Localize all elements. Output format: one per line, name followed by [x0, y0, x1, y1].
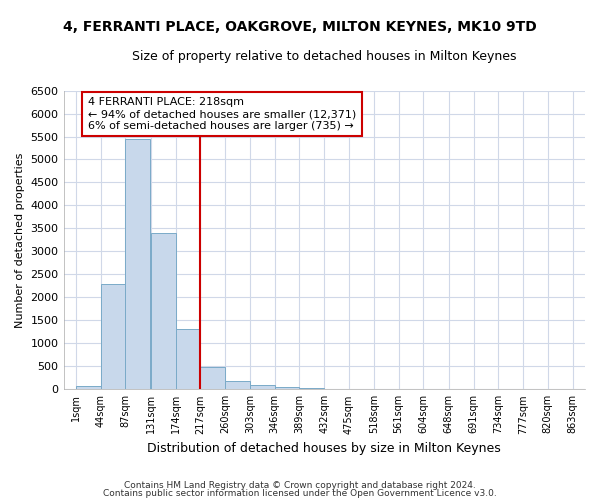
Bar: [101, 284, 125, 390]
Bar: [324, 389, 349, 390]
Bar: [176, 328, 200, 390]
Bar: [275, 387, 299, 390]
Bar: [250, 385, 275, 390]
Bar: [225, 382, 250, 390]
Bar: [151, 233, 176, 390]
Text: Contains public sector information licensed under the Open Government Licence v3: Contains public sector information licen…: [103, 488, 497, 498]
Bar: [299, 388, 324, 390]
Title: Size of property relative to detached houses in Milton Keynes: Size of property relative to detached ho…: [132, 50, 517, 63]
Text: 4, FERRANTI PLACE, OAKGROVE, MILTON KEYNES, MK10 9TD: 4, FERRANTI PLACE, OAKGROVE, MILTON KEYN…: [63, 20, 537, 34]
Bar: [125, 139, 150, 390]
Bar: [200, 367, 225, 390]
X-axis label: Distribution of detached houses by size in Milton Keynes: Distribution of detached houses by size …: [148, 442, 501, 455]
Text: 4 FERRANTI PLACE: 218sqm
← 94% of detached houses are smaller (12,371)
6% of sem: 4 FERRANTI PLACE: 218sqm ← 94% of detach…: [88, 98, 356, 130]
Y-axis label: Number of detached properties: Number of detached properties: [15, 152, 25, 328]
Text: Contains HM Land Registry data © Crown copyright and database right 2024.: Contains HM Land Registry data © Crown c…: [124, 481, 476, 490]
Bar: [76, 386, 101, 390]
